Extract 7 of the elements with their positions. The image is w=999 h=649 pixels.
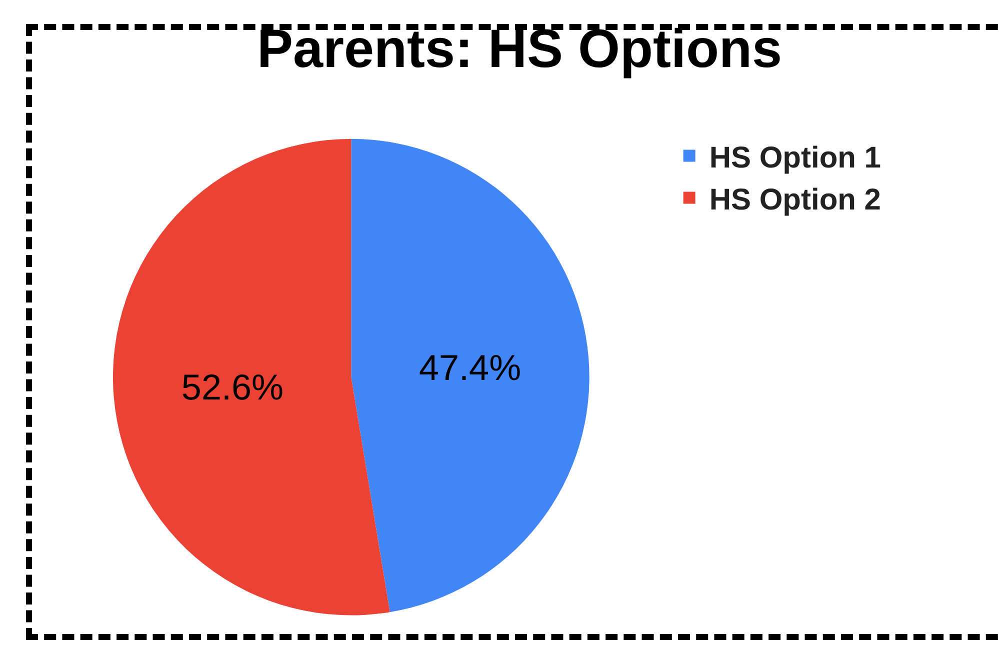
legend-label: HS Option 2 <box>709 184 881 216</box>
legend-label: HS Option 1 <box>709 142 881 174</box>
chart-title: Parents: HS Options <box>256 19 782 80</box>
pie-slice <box>113 138 390 616</box>
data-label: 47.4% <box>419 346 522 388</box>
data-label: 52.6% <box>181 366 284 408</box>
pie-slice <box>351 138 590 612</box>
